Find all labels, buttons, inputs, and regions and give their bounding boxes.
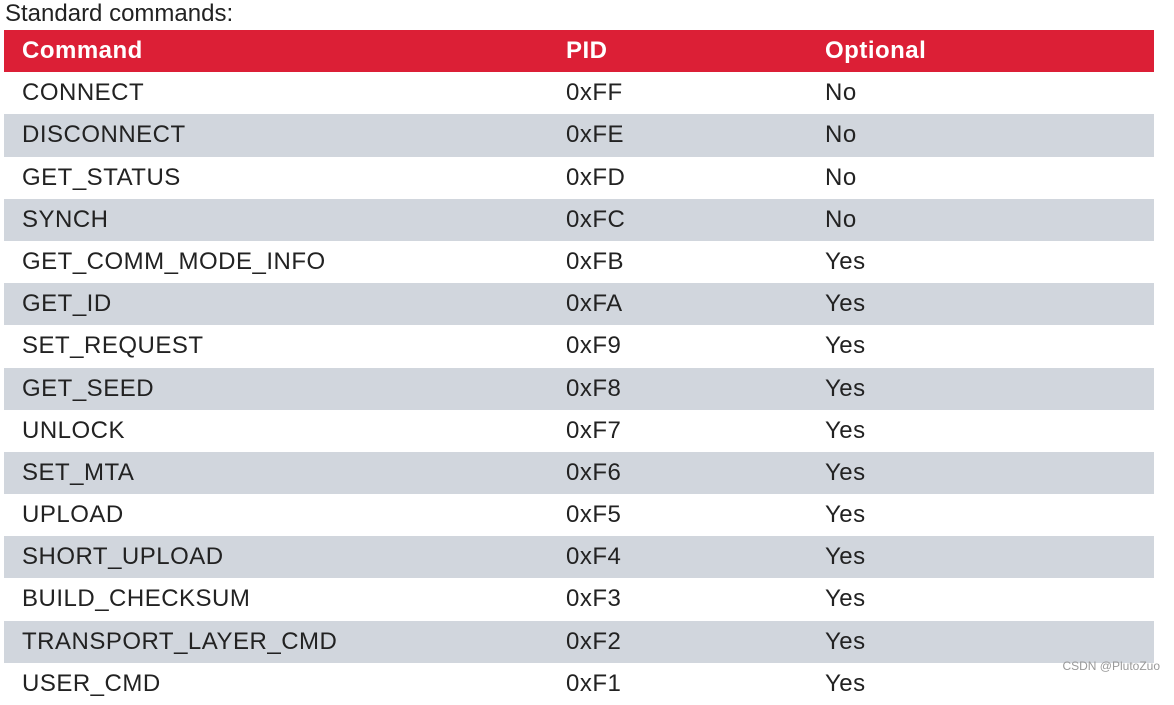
- table-row: SET_MTA 0xF6 Yes: [4, 451, 1154, 495]
- table-cell: CONNECT: [22, 79, 145, 107]
- table-row: GET_ID 0xFA Yes: [4, 283, 1154, 326]
- table-row: TRANSPORT_LAYER_CMD 0xF2 Yes: [4, 620, 1154, 663]
- table-cell: UNLOCK: [22, 416, 126, 444]
- table-cell: Yes: [825, 669, 866, 697]
- table-cell: No: [825, 205, 857, 233]
- table-cell: 0xF3: [566, 585, 622, 613]
- table-cell: Yes: [825, 501, 866, 529]
- table-cell: Yes: [825, 332, 866, 360]
- header-cell: Optional: [825, 37, 927, 64]
- table-cell: Yes: [825, 458, 866, 486]
- table-row: BUILD_CHECKSUM 0xF3 Yes: [4, 578, 1154, 620]
- table-cell: SHORT_UPLOAD: [22, 543, 224, 571]
- table-row: GET_STATUS 0xFD No: [4, 157, 1154, 199]
- header-cell: Command: [22, 37, 143, 64]
- table-cell: GET_STATUS: [22, 163, 181, 191]
- table-cell: Yes: [825, 585, 866, 613]
- table-cell: 0xF1: [566, 669, 622, 697]
- table-cell: 0xFB: [566, 247, 625, 275]
- table-cell: No: [825, 121, 857, 149]
- table-row: DISCONNECT 0xFE No: [4, 114, 1154, 157]
- table-row: GET_SEED 0xF8 Yes: [4, 367, 1154, 410]
- table-cell: No: [825, 79, 857, 107]
- table-cell: 0xFA: [566, 290, 623, 318]
- table-cell: 0xF6: [566, 458, 622, 486]
- table-row: CONNECT 0xFF No: [4, 72, 1154, 114]
- table-cell: Yes: [825, 416, 866, 444]
- table-row: UPLOAD 0xF5 Yes: [4, 494, 1154, 536]
- header-row: Command PID Optional: [4, 30, 1154, 73]
- table-cell: TRANSPORT_LAYER_CMD: [22, 627, 338, 655]
- table-cell: Yes: [825, 374, 866, 402]
- table-row: GET_COMM_MODE_INFO 0xFB Yes: [4, 241, 1154, 283]
- table-cell: 0xF7: [566, 416, 622, 444]
- table-cell: GET_COMM_MODE_INFO: [22, 247, 326, 275]
- table-cell: USER_CMD: [22, 669, 161, 697]
- table-row: SYNCH 0xFC No: [4, 198, 1154, 241]
- table-cell: No: [825, 163, 857, 191]
- table-cell: GET_SEED: [22, 374, 155, 402]
- table-cell: 0xFF: [566, 79, 623, 107]
- table-cell: GET_ID: [22, 290, 112, 318]
- caption: Standard commands:: [5, 0, 234, 27]
- table-cell: 0xF2: [566, 627, 622, 655]
- table-cell: Yes: [825, 290, 866, 318]
- command-table: Command PID Optional CONNECT 0xFF No DISCON…: [4, 30, 1154, 705]
- table-cell: Yes: [825, 247, 866, 275]
- page: Standard commands: Command PID Optional …: [4, 0, 1160, 697]
- table-cell: SET_REQUEST: [22, 332, 204, 360]
- table-row: UNLOCK 0xF7 Yes: [4, 410, 1154, 452]
- table-cell: Yes: [825, 627, 866, 655]
- watermark: CSDN @PlutoZuo: [1062, 659, 1160, 673]
- table-cell: 0xFC: [566, 205, 626, 233]
- table-cell: 0xFD: [566, 163, 626, 191]
- table-cell: 0xF5: [566, 501, 622, 529]
- table-cell: SYNCH: [22, 205, 109, 233]
- table-row: USER_CMD 0xF1 Yes: [4, 663, 1154, 705]
- table-cell: 0xF8: [566, 374, 622, 402]
- header-cell: PID: [566, 37, 608, 64]
- table-row: SHORT_UPLOAD 0xF4 Yes: [4, 536, 1154, 579]
- table-cell: BUILD_CHECKSUM: [22, 585, 251, 613]
- table-row: SET_REQUEST 0xF9 Yes: [4, 325, 1154, 367]
- table-cell: 0xF9: [566, 332, 622, 360]
- table-cell: Yes: [825, 543, 866, 571]
- table-cell: UPLOAD: [22, 501, 124, 529]
- table-cell: SET_MTA: [22, 458, 135, 486]
- table-cell: 0xF4: [566, 543, 622, 571]
- table-cell: 0xFE: [566, 121, 625, 149]
- table-cell: DISCONNECT: [22, 121, 186, 149]
